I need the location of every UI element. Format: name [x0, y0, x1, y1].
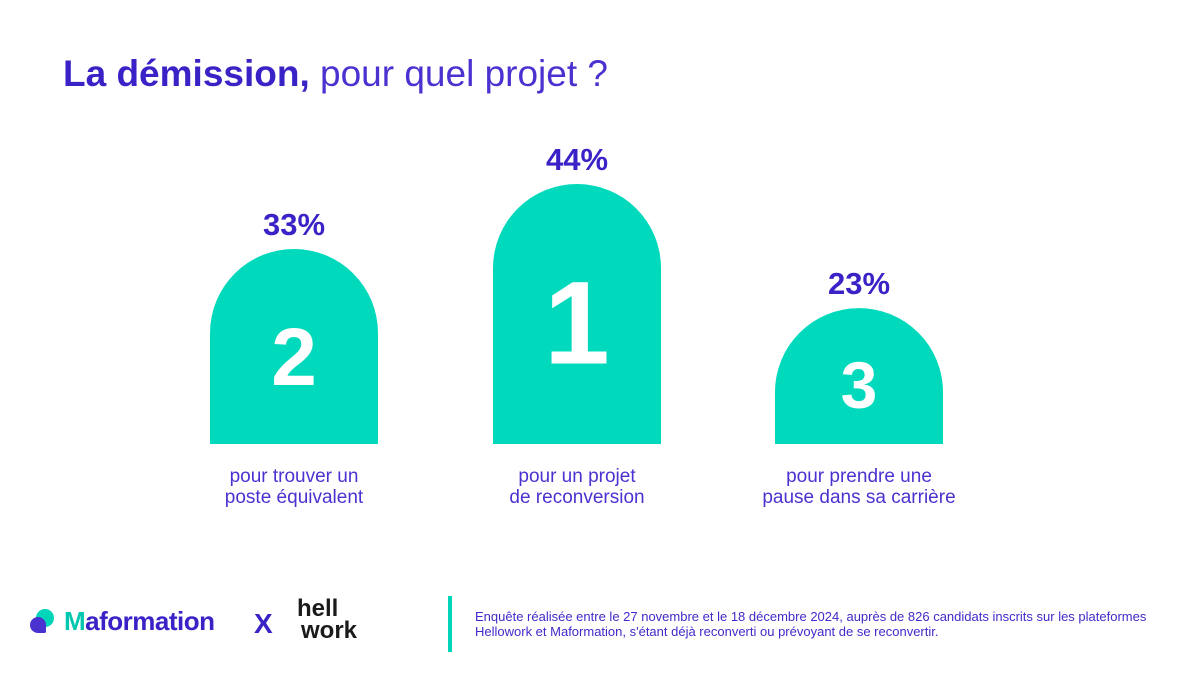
- footer-divider: [448, 596, 452, 652]
- maformation-logo: Maformation: [30, 603, 215, 639]
- category-label-2-line-2: de reconversion: [509, 487, 644, 508]
- value-label-3: 23%: [828, 266, 890, 301]
- category-label-3-line-1: pour prendre une: [786, 466, 932, 487]
- hellowork-line2: work: [301, 617, 358, 644]
- title-light: pour quel projet ?: [309, 53, 608, 94]
- category-label-1-line-1: pour trouver un: [230, 466, 359, 487]
- survey-footnote: Enquête réalisée entre le 27 novembre et…: [475, 609, 1147, 639]
- chat-bubbles-icon: [30, 607, 60, 635]
- rank-label-3: 3: [841, 348, 878, 422]
- hellowork-logo: hell work: [297, 595, 397, 644]
- rank-label-2: 1: [544, 258, 610, 390]
- title-bold: La démission,: [63, 53, 310, 94]
- bar-3: [775, 308, 943, 444]
- hellowork-line1: hell: [297, 595, 339, 622]
- category-label-2-line-1: pour un projet: [518, 466, 636, 487]
- bar-1: [210, 249, 378, 444]
- logo-separator: X: [254, 608, 273, 639]
- bar-2: [493, 184, 661, 444]
- category-label-1-line-2: poste équivalent: [225, 487, 364, 508]
- maformation-wordmark: Maformation: [64, 605, 215, 636]
- category-label-3-line-2: pause dans sa carrière: [762, 487, 955, 508]
- value-label-1: 33%: [263, 207, 325, 242]
- value-label-2: 44%: [546, 142, 608, 177]
- rank-label-1: 2: [271, 312, 317, 403]
- page-title: La démission, pour quel projet ?: [63, 50, 608, 98]
